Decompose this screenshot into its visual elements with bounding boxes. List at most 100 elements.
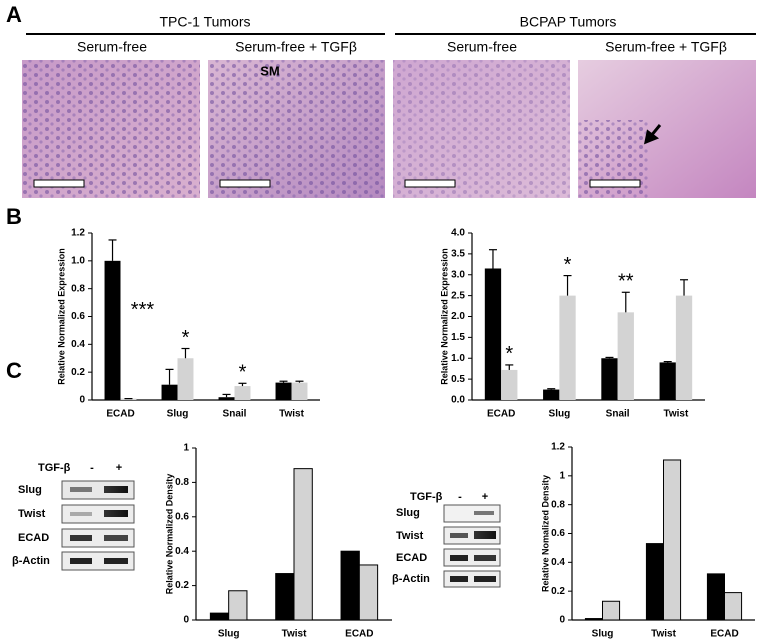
condition: Serum-free + TGFβ: [605, 39, 727, 55]
bar: [543, 389, 560, 400]
y-tick-label: 1.2: [551, 442, 565, 453]
blot-row: Slug: [396, 507, 420, 519]
scale-bar: [404, 179, 456, 188]
annotation: *: [564, 254, 572, 276]
bar: [228, 590, 248, 621]
y-tick-label: 0.2: [175, 580, 189, 591]
bar: [234, 386, 251, 400]
bar: [177, 358, 194, 400]
bar: [601, 358, 618, 400]
bar: [659, 362, 676, 400]
x-tick-label: Snail: [606, 409, 630, 420]
bar: [724, 592, 743, 621]
x-tick-label: Slug: [167, 409, 189, 420]
bar: [209, 612, 230, 621]
bar: [120, 398, 137, 400]
blot-row: ECAD: [18, 532, 49, 544]
y-tick-label: 1: [183, 443, 189, 454]
blot-row: Twist: [18, 508, 46, 520]
panel-label: C: [6, 358, 22, 383]
bar: [104, 260, 121, 400]
bar: [293, 468, 313, 621]
group-title: TPC-1 Tumors: [159, 14, 250, 30]
y-tick-label: 1.0: [71, 255, 85, 266]
annotation: *: [505, 343, 513, 365]
bar: [161, 384, 178, 400]
y-tick-label: 0.2: [551, 586, 565, 597]
bar: [275, 573, 295, 621]
lane-label: +: [482, 491, 488, 503]
y-tick-label: 1.5: [451, 332, 465, 343]
y-tick-label: 0: [559, 615, 565, 626]
annotation: *: [239, 362, 247, 384]
x-tick-label: ECAD: [106, 409, 134, 420]
y-axis-label: Relative Normalized Expression: [439, 248, 449, 385]
blot-header: TGF-β: [38, 462, 71, 474]
annotation: **: [618, 271, 634, 293]
blot-left: TGF-β - + Slug Twist ECAD β-Actin: [12, 462, 135, 571]
annotation: ***: [131, 299, 155, 321]
arrow: [643, 124, 662, 145]
scale-bar: [33, 179, 85, 188]
x-tick-label: ECAD: [487, 409, 515, 420]
y-tick-label: 1: [559, 470, 565, 481]
bar: [675, 295, 693, 400]
micrographs: [22, 60, 756, 198]
y-tick-label: 4.0: [451, 228, 465, 239]
y-tick-label: 0: [183, 615, 189, 626]
bar: [663, 459, 682, 621]
bar: [645, 543, 664, 621]
lane-label: -: [90, 462, 94, 474]
y-tick-label: 0.6: [71, 311, 85, 322]
y-axis-label: Relative Nomalized Density: [540, 475, 550, 592]
blot-row: β-Actin: [392, 573, 430, 585]
annotation: SM: [260, 63, 280, 78]
scale-bar: [219, 179, 271, 188]
y-tick-label: 0.6: [175, 511, 189, 522]
bar: [584, 618, 603, 621]
blot-row: ECAD: [396, 552, 427, 564]
y-tick-label: 0.4: [551, 557, 565, 568]
x-tick-label: Twist: [279, 409, 304, 420]
x-tick-label: Slug: [218, 629, 240, 640]
bar: [559, 295, 576, 400]
bar: [291, 382, 308, 400]
y-tick-label: 2.5: [451, 290, 465, 301]
x-tick-label: Slug: [549, 409, 571, 420]
x-tick-label: Slug: [592, 629, 614, 640]
blot-row: β-Actin: [12, 555, 50, 567]
x-tick-label: Twist: [663, 409, 688, 420]
blot-row: Slug: [18, 484, 42, 496]
x-tick-label: Twist: [651, 629, 676, 640]
bar: [484, 268, 502, 400]
x-tick-label: ECAD: [345, 629, 373, 640]
y-tick-label: 0.5: [451, 374, 465, 385]
blot-header: TGF-β: [410, 491, 443, 503]
blot-right: TGF-β - + Slug Twist ECAD β-Actin: [392, 491, 501, 588]
bar: [340, 550, 360, 621]
annotation: *: [182, 327, 190, 349]
group-title: BCPAP Tumors: [520, 14, 617, 30]
y-tick-label: 0.2: [71, 367, 85, 378]
condition: Serum-free + TGFβ: [235, 39, 357, 55]
y-tick-label: 0.4: [175, 546, 189, 557]
x-tick-label: Twist: [282, 629, 307, 640]
condition: Serum-free: [447, 39, 517, 55]
bar: [617, 312, 634, 400]
y-tick-label: 0.8: [551, 499, 565, 510]
lane-label: +: [116, 462, 122, 474]
blot-row: Twist: [396, 530, 424, 542]
bar: [501, 369, 518, 400]
y-tick-label: 0.0: [451, 395, 465, 406]
condition: Serum-free: [77, 39, 147, 55]
bar: [706, 573, 725, 621]
y-tick-label: 1.0: [451, 353, 465, 364]
y-tick-label: 3.0: [451, 269, 465, 280]
y-tick-label: 3.5: [451, 249, 465, 260]
panel-label: A: [6, 2, 22, 27]
y-tick-label: 0: [79, 395, 85, 406]
y-tick-label: 1.2: [71, 228, 85, 239]
x-tick-label: Snail: [223, 409, 247, 420]
bar: [218, 397, 235, 400]
